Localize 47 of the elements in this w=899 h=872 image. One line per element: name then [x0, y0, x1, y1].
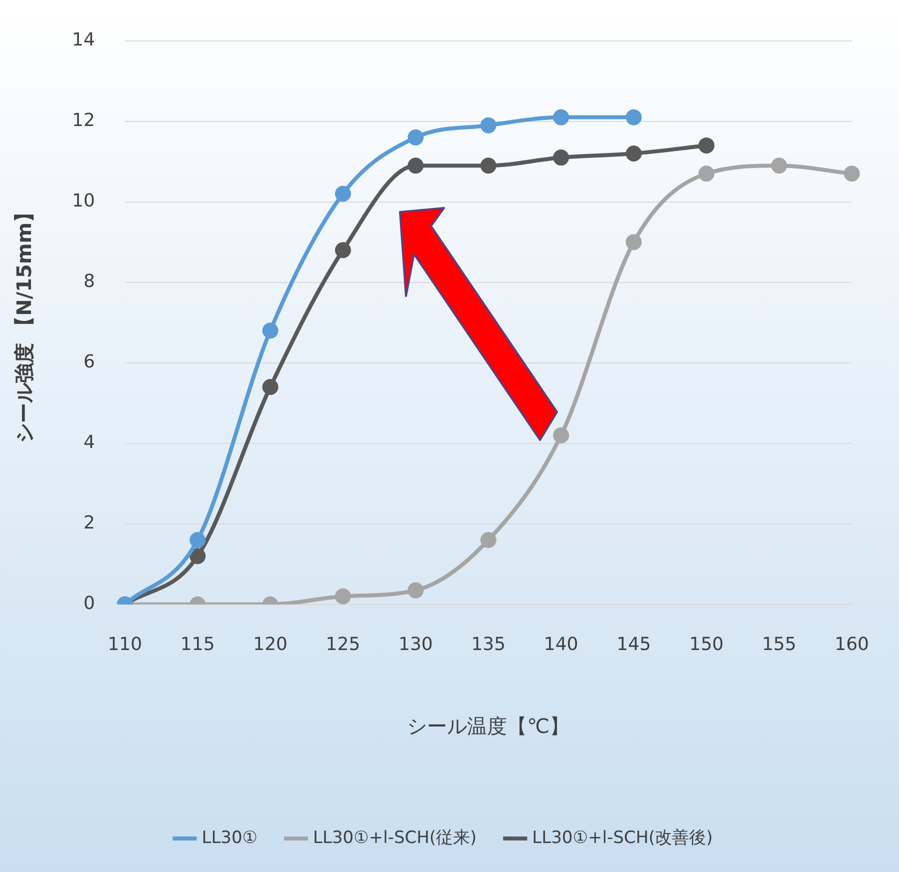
- point: [408, 129, 424, 146]
- point: [553, 109, 570, 126]
- point: [190, 532, 206, 548]
- x-axis-title: シール温度【℃】: [407, 714, 570, 738]
- point: [408, 582, 424, 598]
- y-tick-label: 10: [72, 190, 95, 212]
- point: [626, 234, 642, 250]
- point: [190, 548, 206, 564]
- point: [771, 158, 788, 174]
- point: [334, 242, 351, 258]
- x-tick-label: 150: [689, 634, 724, 655]
- x-tick-label: 135: [471, 634, 506, 655]
- y-tick-label: 14: [72, 29, 95, 50]
- y-tick-label: 8: [83, 271, 95, 292]
- y-tick-label: 12: [72, 110, 95, 131]
- point: [626, 109, 642, 126]
- y-tick-label: 0: [83, 593, 95, 614]
- x-tick-label: 130: [398, 634, 433, 655]
- point: [626, 146, 642, 162]
- point: [334, 186, 351, 202]
- y-tick-label: 2: [83, 512, 95, 534]
- y-axis-title: シール強度 【N/15mm】: [12, 202, 36, 443]
- x-tick-label: 120: [253, 634, 288, 655]
- legend-label: LL30①+l-SCH(改善後): [532, 828, 713, 848]
- x-tick-label: 145: [616, 634, 651, 655]
- x-tick-label: 160: [834, 634, 869, 655]
- x-tick-label: 140: [544, 634, 578, 655]
- y-tick-label: 4: [83, 432, 95, 454]
- point: [844, 166, 860, 182]
- legend-label: LL30①: [202, 828, 258, 848]
- y-tick-label: 6: [83, 352, 95, 373]
- point: [698, 166, 714, 182]
- x-tick-label: 125: [326, 634, 360, 655]
- point: [480, 158, 496, 174]
- point: [408, 158, 424, 174]
- x-tick-label: 155: [762, 634, 796, 655]
- point: [480, 532, 496, 548]
- point: [262, 322, 278, 339]
- point: [480, 117, 496, 134]
- point: [553, 427, 570, 444]
- point: [334, 588, 351, 604]
- legend-label: LL30①+l-SCH(従来): [313, 828, 477, 848]
- x-tick-label: 110: [108, 634, 142, 655]
- point: [553, 150, 570, 166]
- point: [698, 137, 714, 154]
- x-tick-label: 115: [180, 634, 215, 655]
- point: [262, 379, 278, 396]
